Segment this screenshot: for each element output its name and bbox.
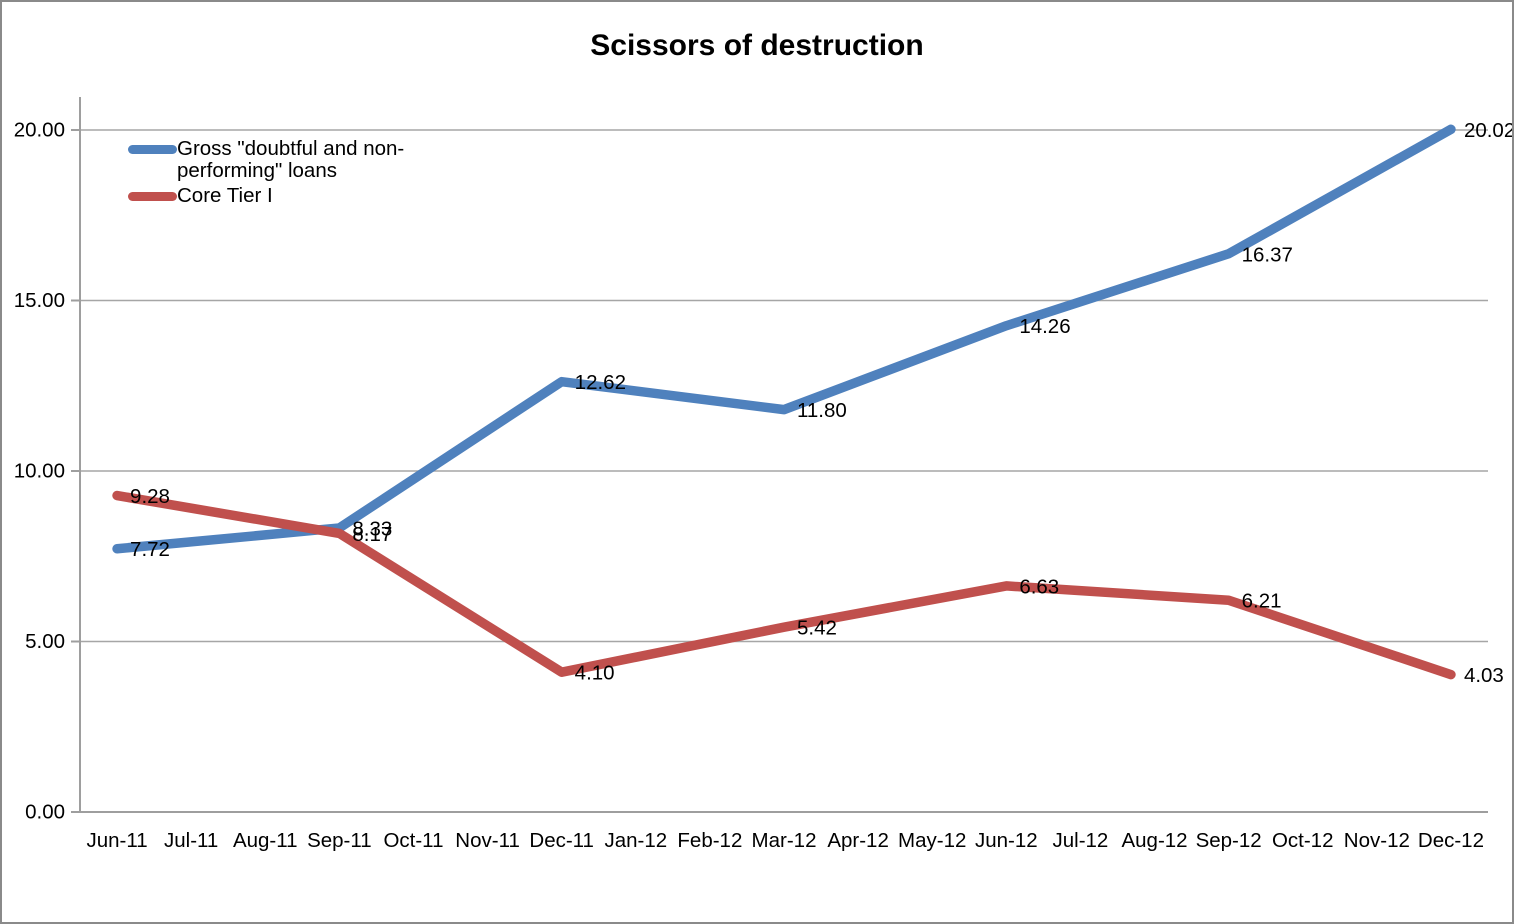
data-label-1: 8.17 (352, 523, 392, 546)
data-label-1: 4.10 (575, 662, 615, 685)
x-tick-label: Jul-12 (1052, 829, 1108, 852)
x-tick-label: Apr-12 (827, 829, 889, 852)
x-tick-label: May-12 (898, 829, 966, 852)
x-tick-label: Jul-11 (164, 829, 218, 852)
y-tick-label: 0.00 (25, 801, 65, 824)
x-tick-label: Aug-12 (1121, 829, 1187, 852)
data-label-1: 9.28 (130, 485, 170, 508)
x-tick-label: Jan-12 (604, 829, 667, 852)
y-tick-label: 15.00 (14, 289, 65, 312)
legend-item-gross-loans: Gross "doubtful and non-performing" loan… (128, 138, 489, 182)
chart-title: Scissors of destruction (590, 29, 924, 62)
data-label-0: 16.37 (1242, 243, 1293, 266)
legend-label-core-tier-1: Core Tier I (177, 184, 273, 207)
legend-item-core-tier-1: Core Tier I (128, 185, 489, 207)
y-tick-label: 10.00 (14, 460, 65, 483)
x-tick-label: Dec-12 (1418, 829, 1484, 852)
x-tick-label: Nov-11 (455, 829, 520, 852)
x-tick-label: Oct-12 (1272, 829, 1334, 852)
x-tick-label: Sep-11 (307, 829, 372, 852)
legend-swatch-core-tier-1 (128, 192, 177, 201)
data-label-1: 4.03 (1464, 664, 1504, 687)
data-label-1: 6.21 (1242, 590, 1282, 613)
y-tick-label: 20.00 (14, 119, 65, 142)
data-label-0: 12.62 (575, 371, 626, 394)
x-tick-label: Feb-12 (677, 829, 742, 852)
x-tick-label: Aug-11 (233, 829, 298, 852)
x-tick-label: Oct-11 (383, 829, 443, 852)
x-tick-label: Dec-11 (529, 829, 594, 852)
x-tick-label: Jun-11 (86, 829, 147, 852)
data-label-0: 11.80 (797, 399, 847, 422)
data-label-0: 20.02 (1464, 119, 1512, 142)
x-tick-label: Mar-12 (752, 829, 817, 852)
legend-label-gross-loans: Gross "doubtful and non-performing" loan… (177, 137, 405, 182)
data-label-0: 14.26 (1019, 315, 1070, 338)
x-tick-label: Nov-12 (1344, 829, 1410, 852)
x-tick-label: Jun-12 (975, 829, 1038, 852)
y-tick-label: 5.00 (25, 630, 65, 653)
legend: Gross "doubtful and non-performing" loan… (128, 138, 489, 207)
data-label-1: 5.42 (797, 617, 837, 640)
x-tick-label: Sep-12 (1196, 829, 1262, 852)
data-label-1: 6.63 (1019, 575, 1059, 598)
data-label-0: 8.33 (352, 517, 392, 540)
series-line-0 (112, 124, 1456, 554)
series-line-1 (112, 490, 1456, 680)
legend-swatch-gross-loans (128, 145, 177, 154)
data-label-0: 7.72 (130, 538, 170, 561)
